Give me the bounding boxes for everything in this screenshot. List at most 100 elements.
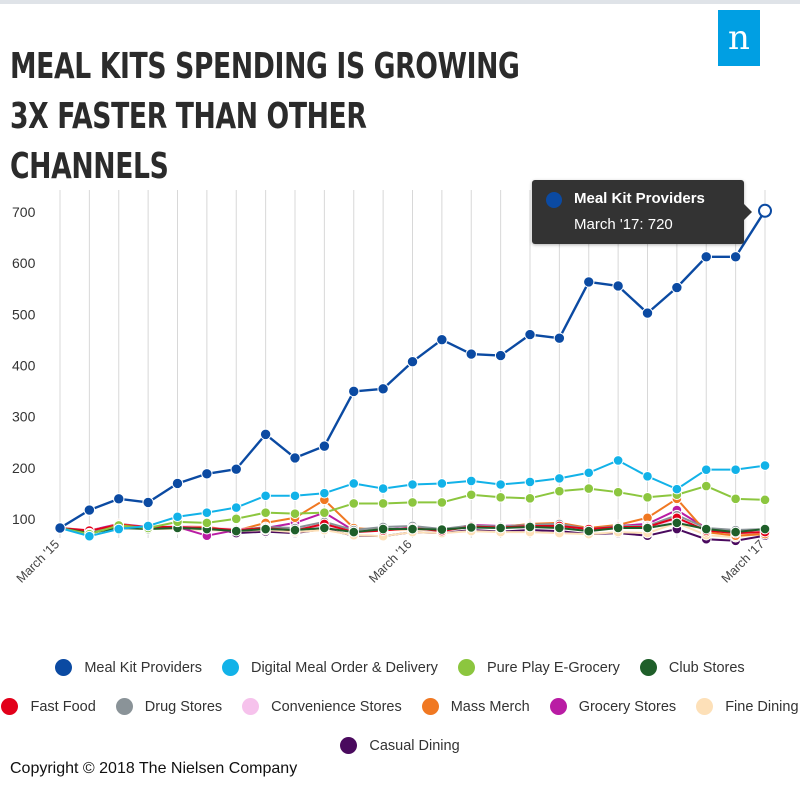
point-1-7[interactable]: [260, 490, 271, 502]
point-3-13[interactable]: [436, 524, 448, 535]
point-0-3[interactable]: [142, 496, 154, 509]
point-1-11[interactable]: [377, 483, 389, 494]
point-1-23[interactable]: [730, 464, 741, 475]
point-2-13[interactable]: [436, 497, 448, 508]
point-0-6[interactable]: [230, 463, 242, 475]
point-3-6[interactable]: [230, 525, 242, 537]
point-2-20[interactable]: [642, 492, 653, 503]
point-3-23[interactable]: [730, 526, 741, 538]
point-3-17[interactable]: [554, 522, 565, 534]
legend-item-10[interactable]: Casual Dining: [340, 737, 460, 754]
point-1-3[interactable]: [142, 520, 154, 532]
legend-item-9[interactable]: Fine Dining: [696, 698, 799, 715]
series-1[interactable]: [54, 455, 771, 542]
point-0-17[interactable]: [553, 332, 566, 344]
point-1-4[interactable]: [172, 511, 183, 523]
legend-item-4[interactable]: Fast Food: [1, 698, 96, 715]
point-0-19[interactable]: [612, 280, 624, 292]
point-1-14[interactable]: [465, 475, 477, 487]
point-2-22[interactable]: [700, 480, 712, 492]
point-2-23[interactable]: [730, 493, 741, 505]
point-1-21[interactable]: [671, 483, 683, 495]
point-0-14[interactable]: [465, 348, 477, 360]
point-2-11[interactable]: [377, 498, 389, 509]
point-3-11[interactable]: [377, 523, 389, 535]
point-3-20[interactable]: [642, 522, 653, 534]
point-2-10[interactable]: [348, 498, 360, 509]
point-2-5[interactable]: [201, 517, 213, 529]
legend-item-5[interactable]: Drug Stores: [115, 698, 222, 715]
point-1-24[interactable]: [759, 460, 771, 471]
point-0-23[interactable]: [729, 251, 742, 263]
point-2-14[interactable]: [465, 489, 477, 501]
point-3-14[interactable]: [465, 522, 477, 533]
series-0[interactable]: [54, 203, 772, 534]
point-1-22[interactable]: [700, 464, 712, 475]
legend-item-3[interactable]: Club Stores: [639, 659, 745, 676]
point-0-1[interactable]: [83, 504, 96, 516]
point-1-8[interactable]: [289, 490, 301, 502]
chart-series[interactable]: [54, 203, 772, 547]
point-3-19[interactable]: [612, 522, 624, 534]
point-1-10[interactable]: [348, 478, 360, 489]
point-1-6[interactable]: [230, 502, 242, 513]
point-3-8[interactable]: [289, 524, 301, 536]
legend-item-8[interactable]: Grocery Stores: [549, 698, 676, 715]
point-0-13[interactable]: [436, 334, 448, 346]
point-1-2[interactable]: [113, 523, 125, 535]
point-1-12[interactable]: [407, 479, 418, 490]
point-0-4[interactable]: [171, 477, 184, 490]
line-chart[interactable]: 100 200 300 400 500 600 700 March '15 March '16…: [0, 0, 800, 640]
point-0-12[interactable]: [406, 356, 419, 368]
point-0-10[interactable]: [348, 385, 360, 398]
point-1-16[interactable]: [524, 476, 536, 488]
point-0-21[interactable]: [671, 281, 683, 294]
point-3-18[interactable]: [583, 525, 595, 537]
point-3-21[interactable]: [671, 517, 683, 529]
point-0-22[interactable]: [700, 251, 712, 263]
point-2-15[interactable]: [495, 492, 506, 503]
point-2-7[interactable]: [260, 507, 271, 518]
point-3-16[interactable]: [524, 521, 536, 533]
point-2-17[interactable]: [554, 485, 565, 497]
point-0-20[interactable]: [641, 307, 654, 319]
point-0-9[interactable]: [318, 440, 331, 452]
point-2-16[interactable]: [524, 493, 536, 504]
point-1-5[interactable]: [201, 507, 213, 518]
point-3-24[interactable]: [759, 523, 771, 535]
point-2-6[interactable]: [230, 513, 242, 525]
point-1-13[interactable]: [436, 478, 448, 489]
point-1-15[interactable]: [495, 479, 506, 490]
point-3-7[interactable]: [260, 523, 271, 535]
point-0-5[interactable]: [201, 468, 213, 480]
point-0-18[interactable]: [583, 276, 595, 288]
point-2-9[interactable]: [319, 507, 330, 518]
point-1-18[interactable]: [583, 467, 595, 479]
legend-item-0[interactable]: Meal Kit Providers: [55, 659, 202, 676]
point-3-9[interactable]: [319, 522, 330, 534]
point-2-18[interactable]: [583, 483, 595, 494]
point-2-8[interactable]: [289, 508, 301, 519]
point-0-7[interactable]: [259, 428, 272, 441]
point-2-24[interactable]: [759, 494, 771, 506]
point-0-16[interactable]: [524, 328, 536, 341]
point-1-19[interactable]: [612, 455, 624, 466]
point-1-1[interactable]: [84, 530, 95, 542]
point-0-8[interactable]: [289, 452, 301, 464]
point-3-15[interactable]: [495, 522, 506, 534]
point-0-24[interactable]: [758, 203, 772, 218]
point-0-2[interactable]: [113, 493, 125, 505]
legend-item-1[interactable]: Digital Meal Order & Delivery: [221, 659, 438, 676]
legend-item-6[interactable]: Convenience Stores: [242, 698, 402, 715]
point-0-15[interactable]: [494, 349, 507, 362]
point-1-20[interactable]: [642, 471, 653, 482]
point-3-12[interactable]: [407, 523, 418, 535]
point-3-10[interactable]: [348, 526, 360, 538]
point-2-12[interactable]: [407, 497, 418, 508]
point-0-11[interactable]: [377, 383, 389, 395]
legend-item-7[interactable]: Mass Merch: [421, 698, 530, 715]
legend-item-2[interactable]: Pure Play E-Grocery: [457, 659, 620, 676]
point-1-9[interactable]: [319, 487, 330, 499]
point-1-17[interactable]: [554, 473, 565, 484]
point-2-19[interactable]: [612, 486, 624, 498]
